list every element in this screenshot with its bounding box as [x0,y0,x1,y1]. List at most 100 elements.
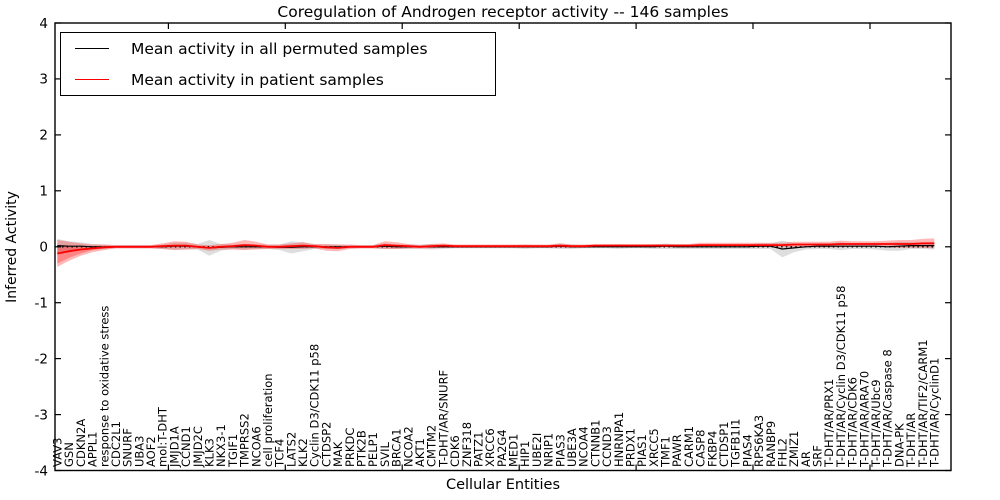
entity-label: JMJD2C [191,426,205,468]
entity-label: PA2G4 [495,429,509,467]
entity-label: BRCA1 [390,428,404,467]
entity-label: MED1 [507,434,521,467]
entity-label: TGFB1I1 [729,419,743,468]
entity-label: HIP1 [518,441,532,467]
entity-label: PATZ1 [471,432,485,467]
entity-label: UBA3 [132,436,146,468]
y-tick-label: 1 [39,184,48,200]
entity-label: mol:T-DHT [156,406,170,467]
entity-label: response to oxidative stress [97,306,111,467]
entity-label: AKT1 [413,438,427,467]
entity-label: T-DHT/AR/CyclinD1 [928,358,942,468]
entity-label: CARM1 [682,426,696,467]
chart-title: Coregulation of Androgen receptor activi… [277,3,729,21]
entity-label: CDK6 [448,435,462,467]
entity-label: PIAS4 [740,434,754,467]
entity-label: KLK3 [203,438,217,467]
entity-label: T-DHT/AR/Cyclin D3/CDK11 p58 [834,286,848,468]
entity-label: PRDX1 [624,428,638,467]
legend-item-patient: Mean activity in patient samples [61,65,495,95]
entity-label: CTNNB1 [588,420,602,467]
y-tick-label: 0 [39,240,48,256]
entity-label: CCND3 [600,426,614,467]
entity-label: Cyclin D3/CDK11 p58 [308,344,322,467]
patient-confidence-band [57,238,935,267]
entity-label: PIAS3 [553,434,567,467]
legend-line-permuted-icon [75,48,109,49]
entity-label: PTK2B [355,430,369,467]
entity-label: SNURF [121,428,135,467]
entity-label: TGIF1 [226,434,240,468]
y-tick-label: -4 [35,463,48,479]
entity-label: VAV3 [51,438,65,467]
entity-label: CTDSP1 [717,422,731,467]
entity-label: UBE2I [530,433,544,467]
x-axis-ticks [167,23,871,471]
entity-label: CDKN2A [74,419,88,467]
entity-label: ZNF318 [460,422,474,467]
permuted-confidence-band [57,238,935,258]
entity-label: CDC2L1 [109,421,123,467]
y-tick-label: -2 [35,351,48,367]
entity-label: PELP1 [366,432,380,467]
entity-label: ZMIZ1 [787,431,801,467]
entity-label: FKBP4 [705,431,719,467]
entity-label: TMPRSS2 [238,413,252,468]
entity-label: TMF1 [659,436,673,468]
entity-label: cell proliferation [261,373,275,467]
y-tick-label: -3 [35,407,48,423]
entity-label: CTDSP2 [319,422,333,467]
entity-label: T-DHT/AR/ARA70 [857,371,871,468]
entity-label: SRF [811,445,825,467]
entity-label: AOF2 [144,436,158,467]
entity-label: CASP8 [694,430,708,467]
entity-label: GSN [62,442,76,467]
legend: Mean activity in all permuted samples Me… [60,32,496,96]
entity-label: NRIP1 [542,433,556,467]
entity-label: T-DHT/AR [904,413,918,468]
entity-label: XRCC6 [483,428,497,467]
entity-label: PAWR [670,434,684,467]
legend-line-patient-icon [75,79,109,80]
entity-label: KLK2 [296,438,310,467]
entity-label: T-DHT/AR/TIF2/CARM1 [916,339,930,468]
entity-label: JMJD1A [167,426,181,468]
entity-label: NCOA4 [577,426,591,467]
entity-label: DNA-PK [892,423,906,467]
entity-label: FHL2 [776,438,790,467]
y-axis-ticks [55,22,951,472]
patient-mean-line [57,242,935,255]
entity-label: NCOA2 [401,426,415,467]
entity-label: APPL1 [86,432,100,467]
entity-label: RANBP9 [764,421,778,467]
entity-label: T-DHT/AR/Caspase 8 [881,349,895,468]
y-tick-label: 2 [39,128,48,144]
entity-label: NKX3-1 [214,424,228,467]
y-axis-label: Inferred Activity [4,191,20,303]
y-axis-tick-labels: 4 3 2 1 0 -1 -2 -3 -4 [35,16,48,479]
entity-label: AR [799,451,813,467]
entity-label: PRKDC [343,428,357,467]
entity-label: LATS2 [284,432,298,467]
y-tick-label: -1 [35,296,48,312]
y-tick-label: 4 [39,16,48,32]
entity-label: RPS6KA3 [752,415,766,467]
entity-label: HNRNPA1 [612,412,626,467]
entity-label: TCF4 [273,439,287,468]
entity-label: T-DHT/AR/PRX1 [822,379,836,468]
entity-label: T-DHT/AR/Ubc9 [869,379,883,468]
x-axis-label: Cellular Entities [445,477,561,493]
entity-label: UBE3A [565,428,579,467]
legend-item-permuted: Mean activity in all permuted samples [61,34,495,64]
entity-label: SVIL [378,441,392,467]
entity-label: T-DHT/AR/CDK6 [846,377,860,468]
entity-label: CCND1 [179,426,193,467]
entity-label: T-DHT/AR/SNURF [436,370,450,468]
entity-label: XRCC5 [647,428,661,467]
entity-label: MAK [331,441,345,467]
entity-label: PIAS1 [635,434,649,467]
legend-label-permuted: Mean activity in all permuted samples [131,39,428,58]
